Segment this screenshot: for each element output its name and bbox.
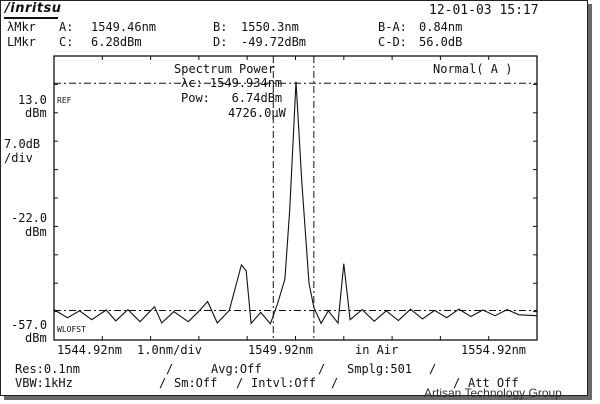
marker-cd-label: C-D: — [378, 35, 407, 49]
separator-slash: / — [429, 362, 437, 376]
averaging-setting: Avg:Off — [211, 362, 262, 376]
timestamp: 12-01-03 15:17 — [429, 3, 539, 18]
x-start-wavelength: 1544.92nm — [57, 343, 123, 357]
analysis-title: Spectrum Power — [174, 62, 276, 76]
brand-logo: /inritsu — [5, 1, 62, 16]
marker-c-label: C: — [59, 35, 74, 49]
marker-c-value: 6.28dBm — [91, 35, 142, 49]
sampling-setting: Smplg:501 — [347, 362, 413, 376]
level-marker-label: LMkr — [7, 35, 36, 49]
marker-d-label: D: — [213, 35, 228, 49]
y-bottom-unit: dBm — [25, 331, 47, 345]
separator-slash: / — [318, 362, 326, 376]
spectrum-power-dbm: Pow: 6.74dBm — [181, 91, 283, 105]
attenuator-setting: Att Off — [468, 376, 519, 390]
trace-mode: Normal( A ) — [433, 62, 513, 76]
y-top-value: 13.0 — [18, 93, 47, 107]
y-scale-value: 7.0dB — [4, 137, 41, 151]
y-scale-unit: /div — [4, 151, 33, 165]
reference-level-tag: REF — [57, 96, 72, 105]
marker-ba-value: 0.84nm — [419, 20, 463, 34]
separator-slash: / — [453, 376, 461, 390]
wavelength-marker-label: λMkr — [7, 20, 36, 34]
wavelength-offset-tag: WLOFST — [57, 325, 86, 334]
spectrum-power-uw: 4726.0μW — [228, 106, 286, 120]
vbw-setting: VBW:1kHz — [15, 376, 73, 390]
marker-ba-label: B-A: — [378, 20, 407, 34]
osa-screen: /inritsu 12-01-03 15:17 λMkr A: 1549.46n… — [0, 0, 588, 396]
separator-slash: / — [236, 376, 244, 390]
measurement-medium: in Air — [355, 343, 399, 357]
x-stop-wavelength: 1554.92nm — [461, 343, 527, 357]
watermark: Artisan Technology Group — [424, 386, 562, 400]
y-top-unit: dBm — [25, 106, 47, 120]
separator-slash: / — [166, 362, 174, 376]
logo-underline — [4, 17, 58, 19]
x-span-per-div: 1.0nm/div — [137, 343, 203, 357]
y-mid-value: -22.0 — [11, 211, 48, 225]
interval-setting: Intvl:Off — [251, 376, 317, 390]
marker-a-value: 1549.46nm — [91, 20, 157, 34]
separator-slash: / — [331, 376, 339, 390]
spectrum-trace — [53, 81, 538, 325]
marker-d-value: -49.72dBm — [241, 35, 307, 49]
marker-b-label: B: — [213, 20, 228, 34]
marker-b-value: 1550.3nm — [241, 20, 299, 34]
smoothing-setting: Sm:Off — [174, 376, 218, 390]
marker-a-label: A: — [59, 20, 74, 34]
y-bottom-value: -57.0 — [11, 318, 48, 332]
x-center-wavelength: 1549.92nm — [248, 343, 314, 357]
separator-slash: / — [159, 376, 167, 390]
marker-cd-value: 56.0dB — [419, 35, 463, 49]
y-mid-unit: dBm — [25, 225, 47, 239]
resolution-setting: Res:0.1nm — [15, 362, 81, 376]
